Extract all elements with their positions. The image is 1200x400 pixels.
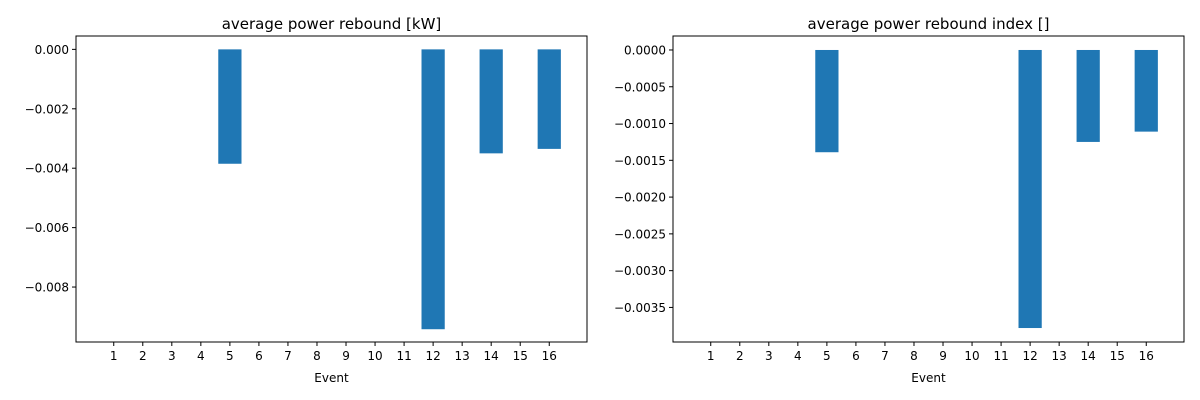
x-tick-label: 12 — [425, 349, 440, 363]
x-tick-label: 3 — [168, 349, 176, 363]
x-tick-label: 1 — [110, 349, 118, 363]
y-tick-label: −0.004 — [25, 162, 69, 176]
y-tick-label: −0.0020 — [614, 191, 666, 205]
x-tick-label: 3 — [765, 349, 773, 363]
x-tick-label: 11 — [396, 349, 411, 363]
bar — [1076, 49, 1100, 142]
bar — [1134, 49, 1158, 132]
x-tick-label: 5 — [226, 349, 234, 363]
x-tick-label: 12 — [1022, 349, 1037, 363]
bar — [218, 49, 242, 164]
bar — [421, 49, 445, 330]
x-tick-label: 2 — [736, 349, 744, 363]
x-axis-label: Event — [314, 371, 349, 385]
chart-title: average power rebound [kW] — [222, 15, 442, 33]
y-tick-label: −0.0030 — [614, 264, 666, 278]
y-tick-label: −0.0025 — [614, 227, 666, 241]
bar — [815, 49, 839, 153]
chart-average-power-rebound: average power rebound [kW] Event 0.000 −0… — [25, 15, 588, 385]
bar — [479, 49, 503, 154]
x-axis-label: Event — [911, 371, 946, 385]
x-tick-label: 8 — [313, 349, 321, 363]
x-tick-label: 16 — [1139, 349, 1154, 363]
chart-title: average power rebound index [] — [808, 15, 1050, 33]
y-tick-label: 0.000 — [35, 43, 69, 57]
bar — [1018, 49, 1042, 329]
y-tick-label: −0.0010 — [614, 117, 666, 131]
x-tick-label: 16 — [542, 349, 557, 363]
x-tick-label: 4 — [794, 349, 802, 363]
y-tick-label: −0.0005 — [614, 80, 666, 94]
x-tick-label: 10 — [367, 349, 382, 363]
x-tick-label: 6 — [852, 349, 860, 363]
x-tick-label: 7 — [284, 349, 292, 363]
x-tick-label: 9 — [939, 349, 947, 363]
x-tick-label: 13 — [455, 349, 470, 363]
bar — [537, 49, 561, 149]
plot-frame — [75, 35, 588, 343]
y-tick-label: −0.008 — [25, 281, 69, 295]
x-tick-label: 1 — [707, 349, 715, 363]
x-tick-label: 15 — [513, 349, 528, 363]
y-tick-label: −0.002 — [25, 102, 69, 116]
x-tick-label: 11 — [993, 349, 1008, 363]
x-tick-label: 7 — [881, 349, 889, 363]
x-tick-label: 10 — [964, 349, 979, 363]
y-tick-label: −0.0035 — [614, 301, 666, 315]
x-tick-label: 2 — [139, 349, 147, 363]
x-tick-label: 5 — [823, 349, 831, 363]
x-tick-label: 8 — [910, 349, 918, 363]
x-tick-label: 15 — [1110, 349, 1125, 363]
plot-frame — [672, 35, 1185, 343]
chart-average-power-rebound-index: average power rebound index [] Event 0.0… — [614, 15, 1185, 385]
x-tick-label: 14 — [484, 349, 499, 363]
x-tick-label: 13 — [1052, 349, 1067, 363]
y-tick-label: −0.0015 — [614, 154, 666, 168]
x-tick-label: 14 — [1081, 349, 1096, 363]
x-tick-label: 6 — [255, 349, 263, 363]
x-tick-label: 4 — [197, 349, 205, 363]
y-tick-label: −0.006 — [25, 221, 69, 235]
y-tick-label: 0.0000 — [624, 43, 666, 57]
x-tick-label: 9 — [342, 349, 350, 363]
